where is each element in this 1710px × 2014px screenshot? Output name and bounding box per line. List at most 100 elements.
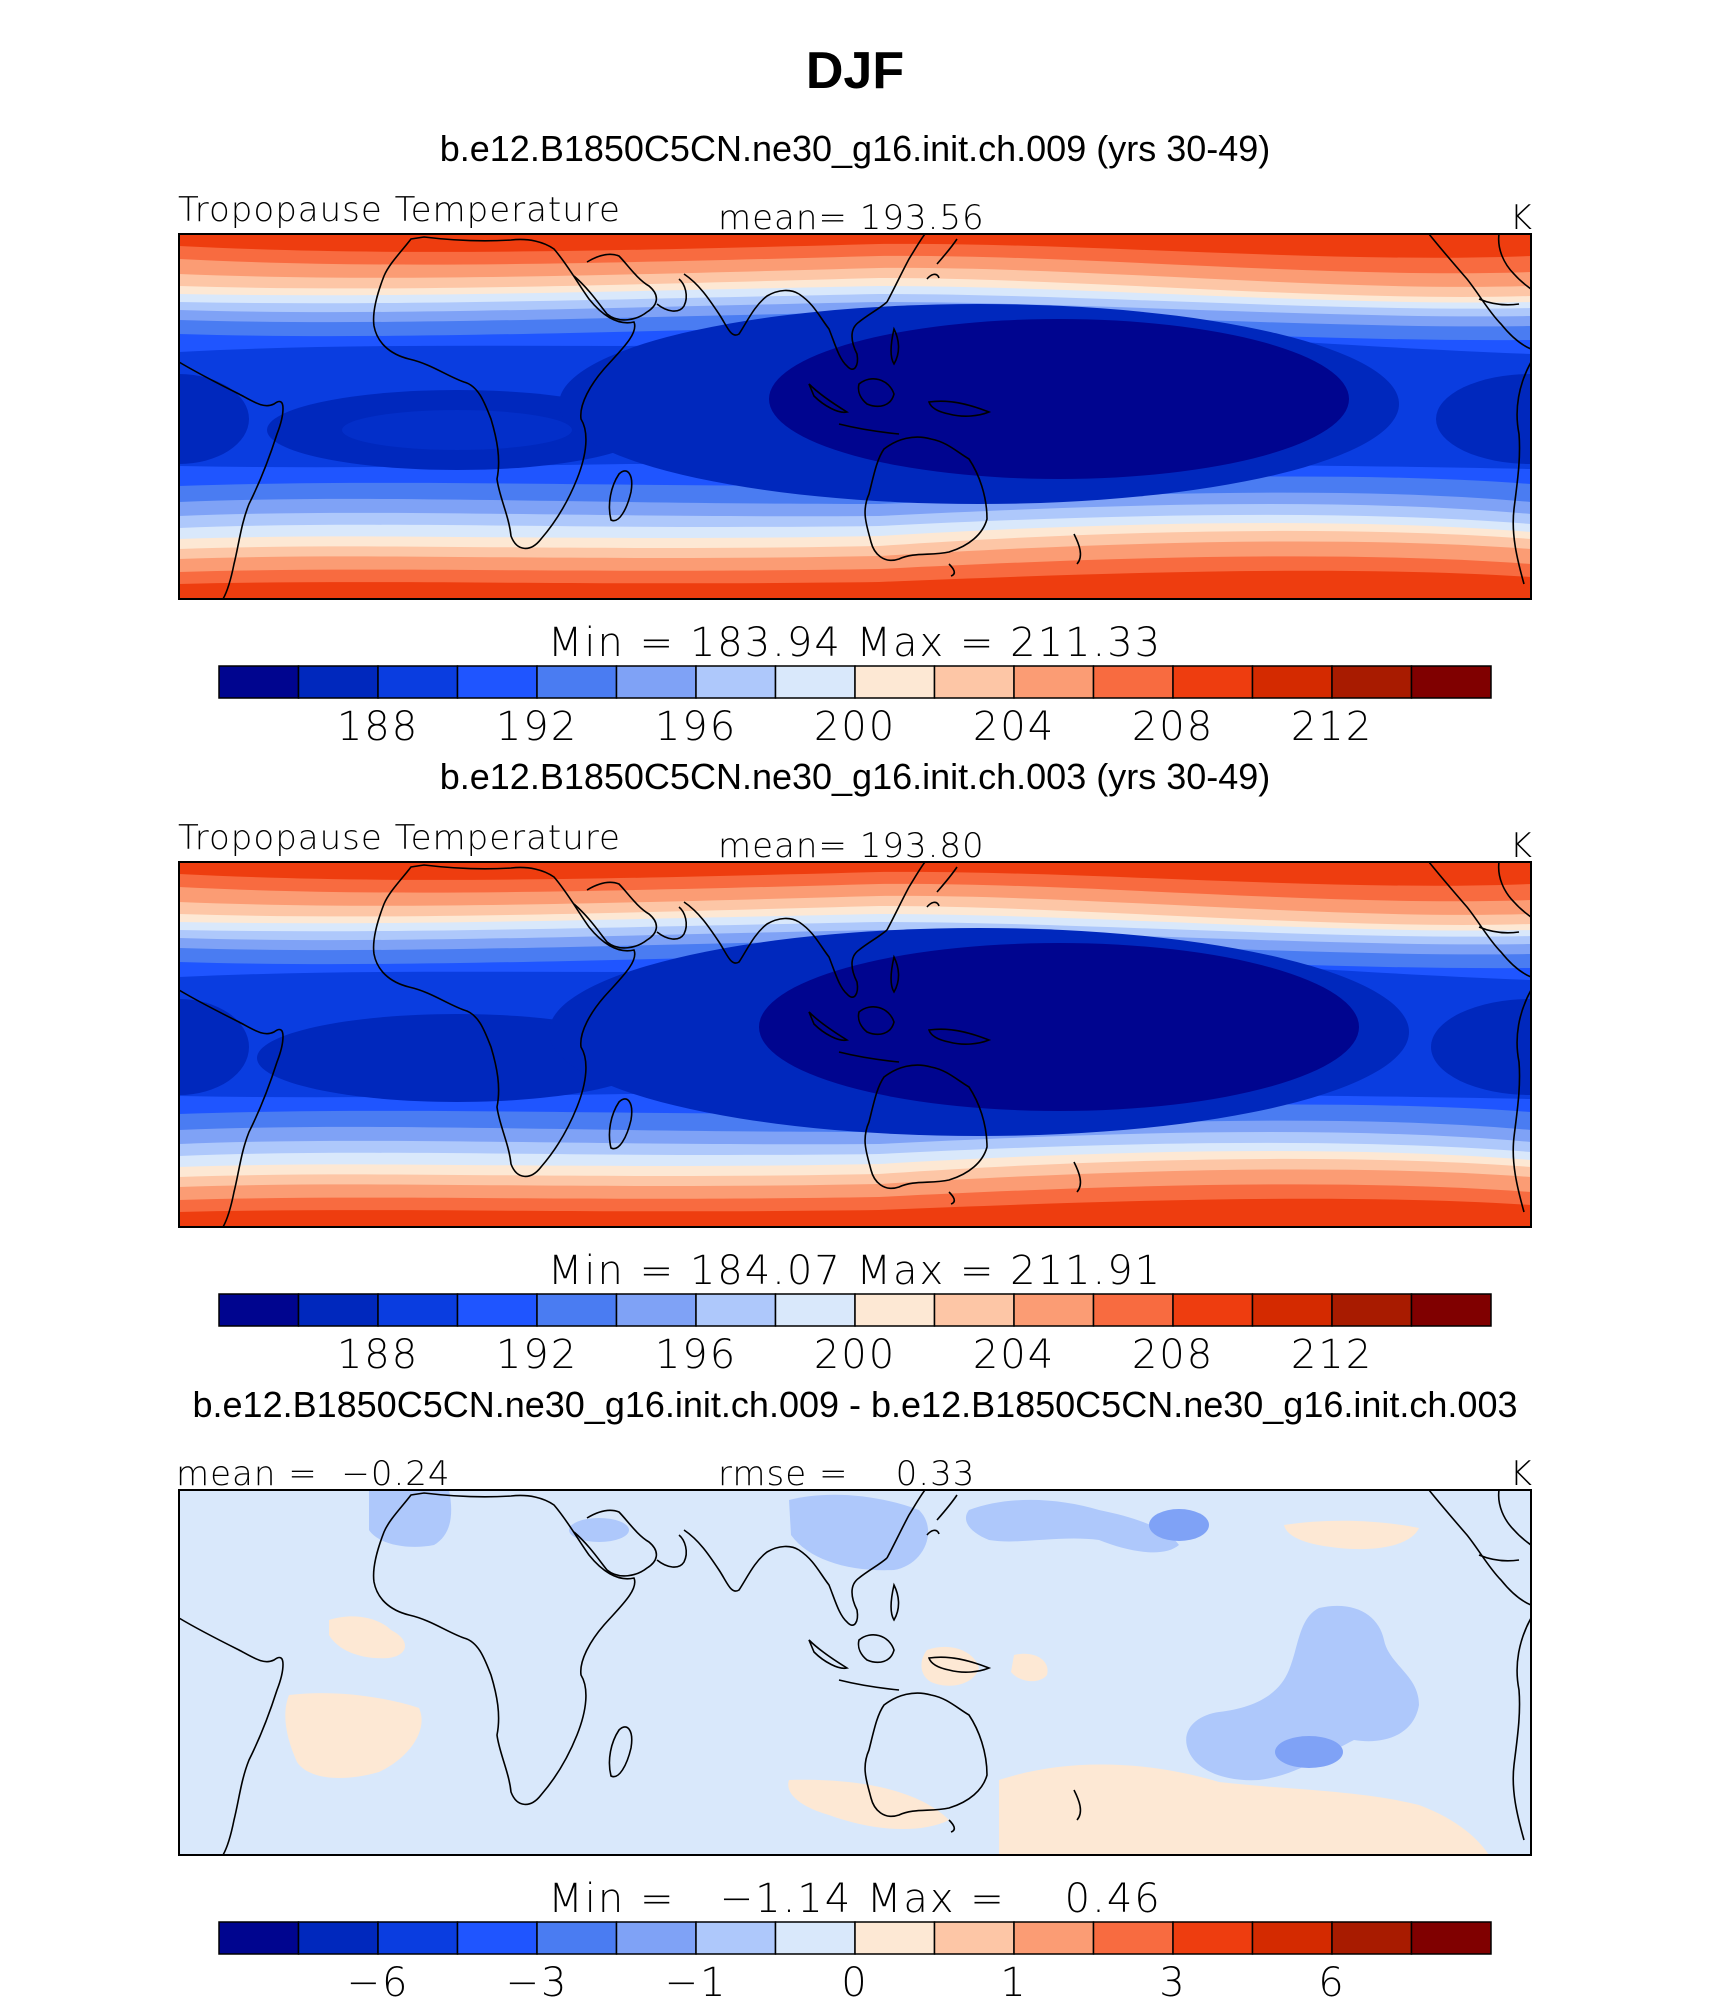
colorbar-swatch (218, 1293, 300, 1327)
p1-low-africa-inner (342, 410, 572, 450)
p1-low-africa (267, 390, 647, 470)
colorbar-tick-label: 0 (841, 1960, 868, 2006)
colorbar-tick-label: 204 (973, 704, 1055, 750)
panel-3-map (178, 1489, 1532, 1856)
colorbar-swatch (536, 1293, 618, 1327)
p3-pos-blob-7 (999, 1764, 1489, 1855)
colorbar-tick-label: 204 (973, 1332, 1055, 1378)
colorbar-tick-label: 200 (814, 704, 896, 750)
colorbar-tick-label: 212 (1291, 1332, 1373, 1378)
panel-1: b.e12.B1850C5CN.ne30_g16.init.ch.009 (yr… (178, 128, 1532, 750)
panel-2-variable-label: Tropopause Temperature (178, 818, 621, 858)
p2-low-west (179, 999, 249, 1095)
panel-2-minmax: Min = 184.07 Max = 211.91 (548, 1248, 1162, 1294)
p3-pos-blob-2 (285, 1693, 422, 1778)
colorbar-swatch (297, 1921, 379, 1955)
colorbar-tick-label: 192 (496, 704, 578, 750)
colorbar-swatch (1013, 1921, 1095, 1955)
p1-low-west (179, 374, 249, 464)
p1-low-pacific-core (769, 319, 1349, 479)
colorbar-swatch (854, 1293, 936, 1327)
colorbar-swatch (1172, 1921, 1254, 1955)
colorbar-swatch (1331, 665, 1413, 699)
colorbar-tick-label: 188 (337, 704, 419, 750)
panel-3-case-title: b.e12.B1850C5CN.ne30_g16.init.ch.009 - b… (193, 1384, 1518, 1425)
colorbar-swatch (456, 665, 538, 699)
colorbar-swatch (1410, 1293, 1492, 1327)
panel-2-map (178, 861, 1532, 1228)
colorbar-swatch (1092, 665, 1174, 699)
colorbar-tick-label: −1 (665, 1960, 728, 2006)
p3-neg-blob-4 (1186, 1605, 1419, 1781)
panel-1-minmax: Min = 183.94 Max = 211.33 (548, 620, 1162, 666)
colorbar-tick-label: 212 (1291, 704, 1373, 750)
panel-2-mean-label: mean= 193.80 (718, 826, 985, 866)
colorbar-swatch (695, 1921, 777, 1955)
colorbar-swatch (1410, 665, 1492, 699)
p1-map-frame (178, 233, 1532, 600)
colorbar-tick-label: 196 (655, 704, 737, 750)
p3-pos-blob-3 (1284, 1520, 1419, 1550)
panel-3-colorbar: −6 −3 −1 0 1 3 6 (218, 1921, 1492, 2006)
colorbar-swatch (854, 1921, 936, 1955)
colorbar-tick-label: 196 (655, 1332, 737, 1378)
colorbar-swatch (377, 1293, 459, 1327)
colorbar-swatch (456, 1921, 538, 1955)
colorbar-tick-label: −6 (347, 1960, 410, 2006)
colorbar-swatch (1013, 1293, 1095, 1327)
panel-3-minmax: Min = −1.14 Max = 0.46 (548, 1876, 1162, 1922)
colorbar-swatch (933, 665, 1015, 699)
p3-neg-blob-5 (569, 1518, 629, 1542)
colorbar-swatch (1251, 665, 1333, 699)
colorbar-swatch (615, 1921, 697, 1955)
panel-2-units-label: K (1510, 826, 1532, 866)
colorbar-swatch (297, 665, 379, 699)
p3-map-frame (178, 1489, 1532, 1856)
panel-1-colorbar: 188 192 196 200 204 208 212 (218, 665, 1492, 750)
colorbar-swatch (615, 1293, 697, 1327)
colorbar-swatch (297, 1293, 379, 1327)
colorbar-swatch (1331, 1921, 1413, 1955)
panel-2-case-title: b.e12.B1850C5CN.ne30_g16.init.ch.003 (yr… (440, 756, 1271, 797)
colorbar-swatch (1410, 1921, 1492, 1955)
colorbar-tick-label: 208 (1132, 1332, 1214, 1378)
colorbar-swatch (1172, 665, 1254, 699)
p2-map-frame (178, 861, 1532, 1228)
p3-neg-core-2 (1275, 1736, 1343, 1768)
colorbar-swatch (933, 1293, 1015, 1327)
p1-low-east (1436, 374, 1531, 464)
colorbar-swatch (1251, 1921, 1333, 1955)
colorbar-swatch (218, 1921, 300, 1955)
colorbar-tick-label: 208 (1132, 704, 1214, 750)
p3-neg-blob-1 (369, 1490, 452, 1547)
colorbar-tick-label: 3 (1159, 1960, 1186, 2006)
colorbar-swatch (1092, 1293, 1174, 1327)
panel-1-map (178, 233, 1532, 600)
main-title: DJF (806, 42, 904, 100)
p3-neg-blob-2 (789, 1494, 929, 1571)
colorbar-swatch (695, 665, 777, 699)
p3-pos-blob-1 (329, 1616, 406, 1659)
colorbar-swatch (1251, 1293, 1333, 1327)
colorbar-swatch (774, 665, 856, 699)
p2-low-east (1431, 999, 1531, 1095)
p3-neg-blob-3 (965, 1499, 1179, 1553)
panel-2-colorbar: 188 192 196 200 204 208 212 (218, 1293, 1492, 1378)
colorbar-tick-label: 200 (814, 1332, 896, 1378)
colorbar-swatch (218, 665, 300, 699)
panel-1-mean-label: mean= 193.56 (718, 198, 985, 238)
panel-3-mean-label: mean = −0.24 (176, 1454, 451, 1494)
colorbar-swatch (1013, 665, 1095, 699)
colorbar-swatch (377, 665, 459, 699)
colorbar-swatch (774, 1293, 856, 1327)
panel-1-case-title: b.e12.B1850C5CN.ne30_g16.init.ch.009 (yr… (440, 128, 1271, 169)
colorbar-swatch (1331, 1293, 1413, 1327)
colorbar-swatch (536, 1921, 618, 1955)
colorbar-swatch (695, 1293, 777, 1327)
colorbar-swatch (615, 665, 697, 699)
p3-neg-core-1 (1149, 1509, 1209, 1541)
p3-pos-blob-6 (788, 1779, 949, 1830)
colorbar-tick-label: 1 (1000, 1960, 1027, 2006)
panel-1-variable-label: Tropopause Temperature (178, 190, 621, 230)
